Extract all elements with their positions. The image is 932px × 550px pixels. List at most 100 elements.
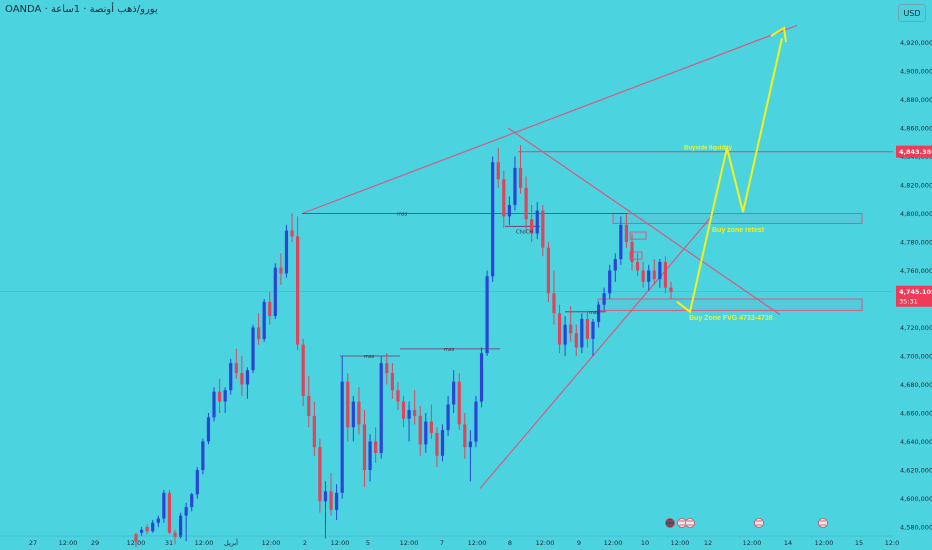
candle xyxy=(557,304,562,354)
event-marker-circle xyxy=(818,518,828,528)
candle-body xyxy=(669,287,673,292)
candle xyxy=(468,430,472,482)
candle-body xyxy=(195,470,199,495)
time-tick-label: 12:0 xyxy=(885,539,900,547)
mss-label: mss xyxy=(589,310,599,316)
candle xyxy=(323,481,328,539)
time-tick-label: 12 xyxy=(704,539,712,547)
candle xyxy=(162,489,166,523)
candle xyxy=(335,484,339,520)
annotation-layer: Buyside liquidity Buy zone retest Buy Zone… xyxy=(364,146,773,360)
candle xyxy=(591,318,595,356)
candle xyxy=(457,373,461,431)
buyside-liquidity-label: Buyside liquidity xyxy=(684,146,733,152)
candle-body xyxy=(178,515,183,537)
candle xyxy=(563,316,567,356)
candle-body xyxy=(619,224,623,260)
projection-path xyxy=(676,38,783,314)
candle-body xyxy=(658,261,662,280)
candle-body xyxy=(206,417,211,442)
candle-body xyxy=(145,527,149,532)
candle xyxy=(630,233,634,271)
event-marker-circle xyxy=(685,518,695,528)
candle xyxy=(240,356,244,396)
candle xyxy=(608,264,612,299)
candle-body xyxy=(335,492,339,510)
candle xyxy=(184,502,188,542)
time-axis[interactable]: 27 12:00 29 12:00 31 12:00 أبريل 12:00 2 12:00 5 12… xyxy=(0,518,900,548)
candle-body xyxy=(574,333,578,348)
candle xyxy=(574,324,578,356)
small-zone-box xyxy=(629,231,647,240)
time-tick-label: أبريل xyxy=(224,538,238,547)
choch-label: ChoCH xyxy=(516,229,533,235)
candle xyxy=(452,370,456,413)
candle xyxy=(212,387,216,422)
time-tick-label: 12:00 xyxy=(127,539,146,547)
candle-body xyxy=(346,381,350,428)
flag-event-icon[interactable] xyxy=(818,518,828,528)
candle xyxy=(585,310,590,348)
event-marker-circle xyxy=(754,518,764,528)
candle xyxy=(190,492,194,512)
price-tick-label: 4,900,000 xyxy=(900,68,932,76)
currency-button[interactable]: USD xyxy=(898,4,926,22)
symbol-title[interactable]: OANDA · يورو/ذهب أونصة · 1ساعة xyxy=(5,4,158,15)
price-axis[interactable]: 4,580,000 4,600,000 4,620,000 4,640,000 4,66… xyxy=(896,39,932,532)
candle xyxy=(580,313,584,354)
candle-body xyxy=(357,401,361,425)
candle-body xyxy=(184,507,188,516)
symbol-subtitle: · يورو/ذهب أونصة · 1ساعة xyxy=(44,4,158,15)
candle xyxy=(518,145,523,194)
candle-body xyxy=(301,344,305,396)
candle-body xyxy=(268,301,272,317)
candle-body xyxy=(541,210,545,248)
candle xyxy=(145,524,149,535)
candle xyxy=(178,512,183,539)
candle-body xyxy=(507,204,511,217)
time-tick-label: 2 xyxy=(303,539,307,547)
candle-body xyxy=(641,270,645,282)
candle xyxy=(362,410,367,488)
candle-body xyxy=(452,381,456,405)
time-tick-label: 12:00 xyxy=(262,539,281,547)
liquidity-price-tag: 4,843.386 xyxy=(896,145,932,158)
candle xyxy=(429,404,433,439)
candle-body xyxy=(134,534,138,542)
candle-body xyxy=(440,430,445,456)
candle-body xyxy=(530,219,534,234)
candle xyxy=(479,347,484,408)
flag-event-icon[interactable] xyxy=(685,518,695,528)
flag-event-icon[interactable] xyxy=(754,518,764,528)
candle xyxy=(613,253,617,282)
price-tick-label: 4,680,000 xyxy=(900,381,932,389)
event-marker-icon[interactable] xyxy=(665,518,675,528)
candle-body xyxy=(290,230,294,237)
candle-body xyxy=(201,441,205,470)
time-tick-label: 29 xyxy=(91,539,99,547)
candle xyxy=(663,256,668,294)
candle-body xyxy=(552,293,556,314)
candle-body xyxy=(602,293,606,305)
candle-body xyxy=(429,421,433,433)
candle xyxy=(173,529,177,545)
candle-body xyxy=(296,236,300,345)
candle xyxy=(262,299,266,342)
candle xyxy=(496,147,500,188)
candle xyxy=(435,427,439,468)
bar-countdown-label: 35:31 xyxy=(899,298,918,306)
candle xyxy=(139,527,144,536)
candle-body xyxy=(374,441,378,453)
candle-body xyxy=(362,424,367,470)
candle xyxy=(340,356,344,499)
mss-label: mss xyxy=(364,354,374,360)
time-tick-label: 12:00 xyxy=(604,539,623,547)
projection-layer xyxy=(676,26,787,314)
candle-body xyxy=(379,363,383,453)
mss-label: mss xyxy=(397,212,407,218)
candle-body xyxy=(262,301,266,339)
price-tick-label: 4,660,000 xyxy=(900,410,932,418)
buy-zone-retest-box xyxy=(612,213,863,224)
